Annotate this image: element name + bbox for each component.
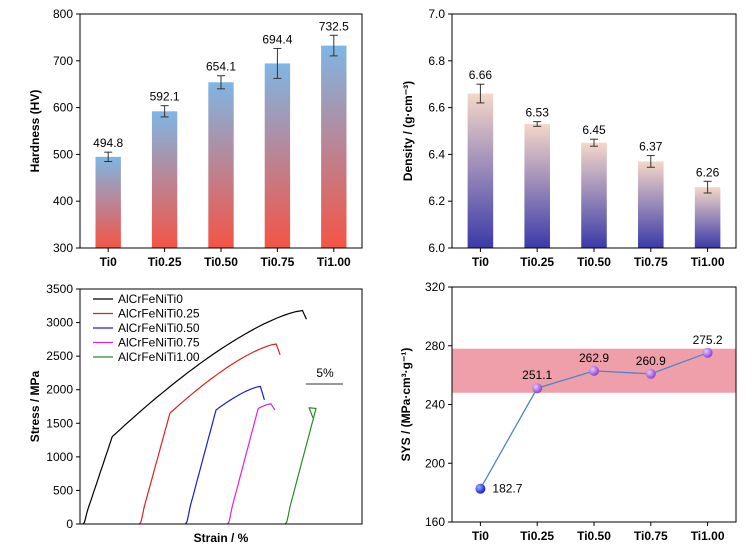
x-tick-label: Ti1.00 [691, 529, 725, 543]
x-axis-label: Strain / % [194, 531, 249, 545]
legend-label: AlCrFeNiTi0.75 [118, 336, 200, 350]
y-tick-label: 500 [53, 147, 73, 161]
y-tick-label: 6.8 [428, 54, 445, 68]
legend-label: AlCrFeNiTi0 [118, 292, 183, 306]
data-label: 275.2 [693, 333, 723, 347]
data-label: 6.45 [582, 123, 606, 137]
y-tick-label: 1000 [46, 450, 73, 464]
data-label: 260.9 [636, 354, 666, 368]
y-tick-label: 6.4 [428, 147, 445, 161]
series-line [138, 343, 281, 525]
y-tick-label: 2000 [46, 383, 73, 397]
bar [264, 63, 291, 248]
y-tick-label: 240 [425, 398, 445, 412]
x-tick-label: Ti0.25 [520, 255, 554, 269]
data-label: 6.37 [639, 140, 663, 154]
data-label: 592.1 [150, 90, 180, 104]
y-tick-label: 600 [53, 101, 73, 115]
x-tick-label: Ti0 [472, 529, 489, 543]
hardness-chart: 494.8 Ti0 592.1 Ti0.25 654.1 Ti0.50 694.4 Ti0.7… [28, 7, 363, 269]
y-tick-label: 200 [425, 456, 445, 470]
y-axis-label: Density / (g·cm⁻³) [401, 81, 415, 181]
data-label: 732.5 [319, 19, 349, 33]
x-tick-label: Ti0.50 [204, 255, 238, 269]
plot-frame [451, 13, 737, 249]
x-tick-label: Ti0.50 [577, 255, 611, 269]
y-tick-label: 400 [53, 194, 73, 208]
y-tick-label: 1500 [46, 416, 73, 430]
stress-strain-chart: 0 500 1000 1500 2000 2500 3000 3500 Stress / MPa… [28, 282, 363, 545]
y-tick-label: 3500 [46, 282, 73, 296]
y-tick-label: 500 [53, 483, 73, 497]
bar [524, 123, 550, 248]
sys-chart: 182.7 251.1 262.9 260.9 275.2 Ti0 Ti0.25 Ti0.50… [399, 280, 737, 543]
bar [694, 187, 721, 248]
series-line [184, 385, 265, 525]
x-tick-label: Ti1.00 [317, 255, 351, 269]
y-tick-label: 800 [53, 7, 73, 21]
data-label: 6.66 [469, 68, 493, 82]
y-tick-label: 6.0 [428, 241, 445, 255]
x-tick-label: Ti0.50 [577, 529, 611, 543]
y-axis-label: Hardness (HV) [28, 90, 42, 173]
y-tick-label: 6.2 [428, 194, 445, 208]
data-label: 6.53 [526, 106, 550, 120]
legend-label: AlCrFeNiTi0.25 [118, 307, 200, 321]
legend-label: AlCrFeNiTi0.50 [118, 321, 200, 335]
data-point [532, 383, 543, 394]
y-tick-label: 300 [53, 241, 73, 255]
data-point [645, 368, 656, 379]
bar [638, 161, 664, 248]
y-axis-label: Stress / MPa [28, 370, 42, 442]
bar [321, 45, 347, 249]
data-label: 251.1 [522, 368, 552, 382]
scale-bar-label: 5% [316, 366, 334, 380]
y-tick-label: 0 [66, 517, 73, 531]
data-label: 654.1 [206, 60, 236, 74]
y-tick-label: 2500 [46, 349, 73, 363]
x-tick-label: Ti0.25 [520, 529, 554, 543]
bar [151, 111, 178, 248]
y-tick-label: 6.6 [428, 101, 445, 115]
y-tick-label: 7.0 [428, 7, 445, 21]
bar [208, 82, 234, 249]
density-chart: 6.66 Ti0 6.53 Ti0.25 6.45 Ti0.50 6.37 Ti0.75 6.2… [401, 7, 737, 269]
data-point [702, 347, 713, 358]
y-tick-label: 280 [425, 339, 445, 353]
x-tick-label: Ti0.75 [260, 255, 294, 269]
plot-frame [79, 13, 363, 249]
data-label: 494.8 [93, 136, 123, 150]
data-label: 694.4 [262, 32, 292, 46]
y-tick-label: 3000 [46, 316, 73, 330]
bar [467, 93, 494, 248]
series-line [284, 407, 317, 525]
x-tick-label: Ti0.25 [148, 255, 182, 269]
series-line [227, 403, 276, 525]
x-tick-label: Ti0.75 [634, 529, 668, 543]
x-tick-label: Ti0 [472, 255, 489, 269]
bar [95, 156, 121, 248]
data-point [589, 365, 599, 376]
plot-frame [79, 288, 363, 525]
data-label: 262.9 [579, 351, 609, 365]
data-label: 182.7 [492, 482, 522, 496]
y-tick-label: 320 [425, 280, 445, 294]
bar [581, 142, 607, 248]
y-axis-label: SYS / (MPa·cm³·g⁻¹) [399, 348, 413, 462]
y-tick-label: 160 [425, 515, 445, 529]
legend-label: AlCrFeNiTi1.00 [118, 350, 200, 364]
x-tick-label: Ti0.75 [634, 255, 668, 269]
series-line [82, 309, 307, 525]
x-tick-label: Ti1.00 [691, 255, 725, 269]
y-tick-label: 700 [53, 54, 73, 68]
data-label: 6.26 [696, 165, 720, 179]
data-point [475, 483, 486, 494]
x-tick-label: Ti0 [100, 255, 117, 269]
